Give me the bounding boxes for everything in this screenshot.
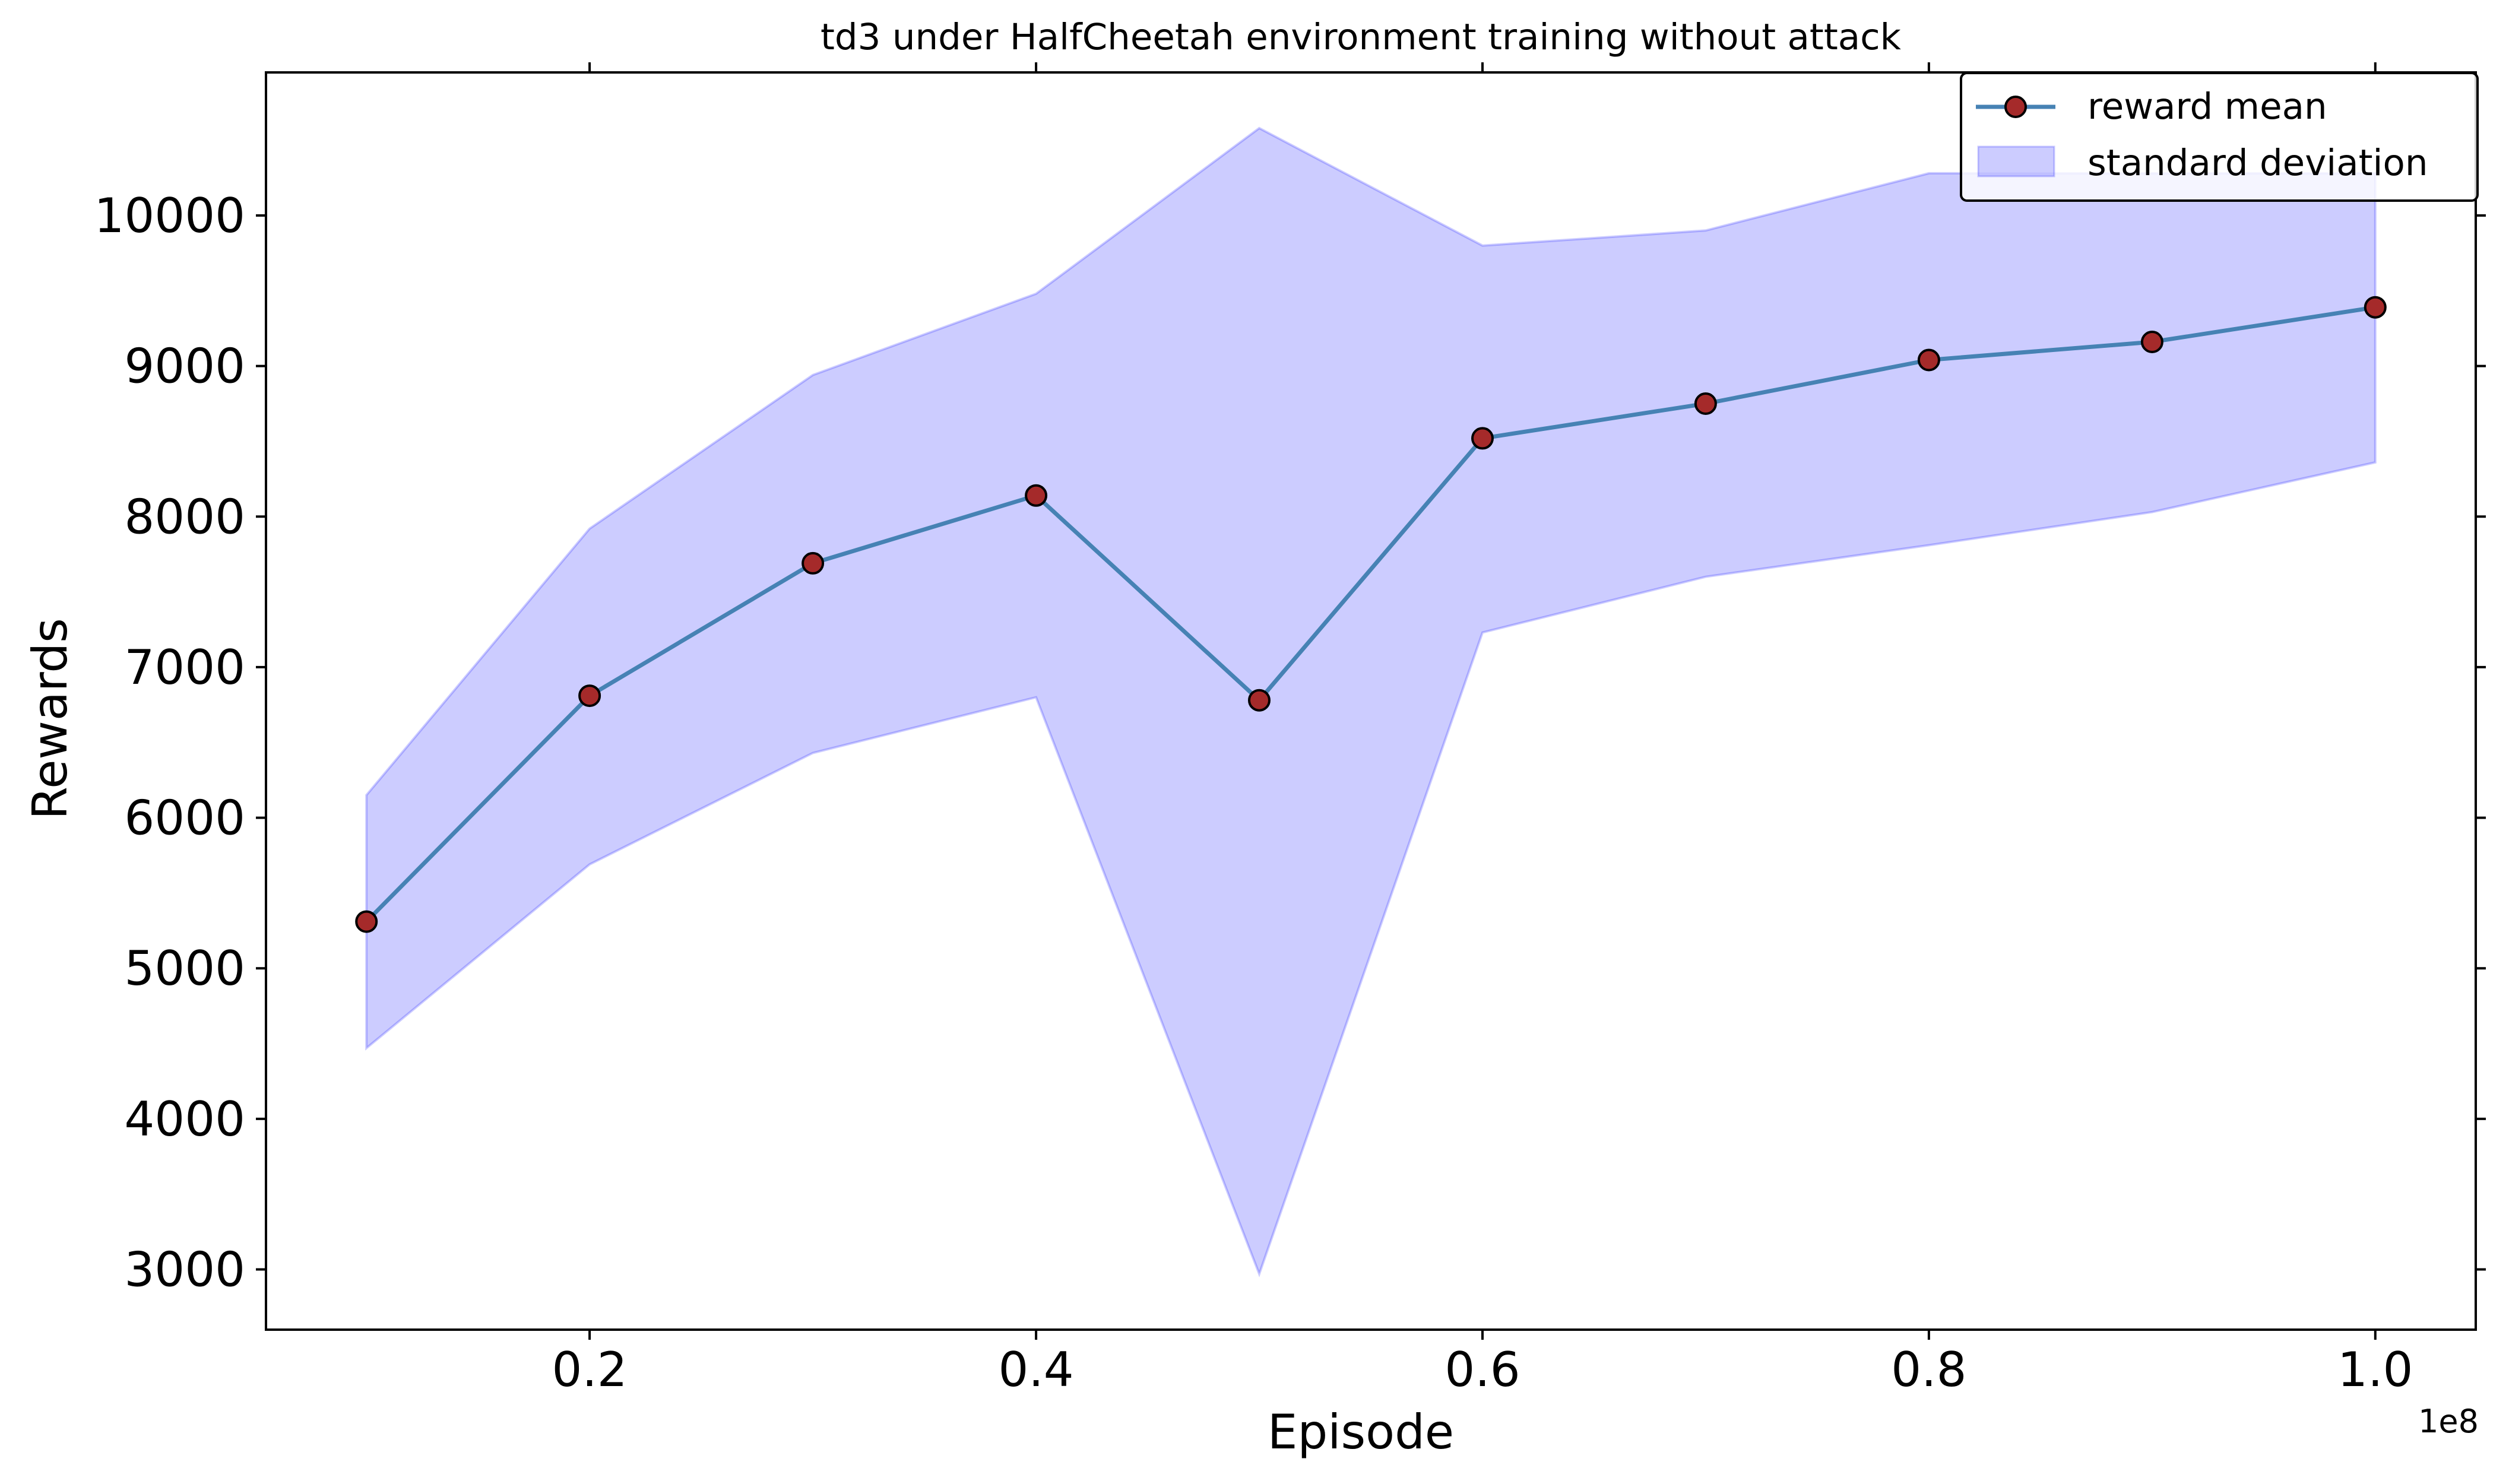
reward-mean-point [802, 551, 825, 575]
x-axis-label: Episode [1268, 1404, 1454, 1460]
reward-mean-line [365, 305, 2376, 924]
reward-mean-point [1471, 427, 1494, 450]
reward-mean-point [1917, 348, 1940, 372]
y-tick-label: 10000 [94, 188, 246, 243]
x-axis-offset-label: 1e8 [2418, 1403, 2479, 1440]
plot-area [355, 126, 2387, 1277]
x-tick-label: 0.4 [998, 1342, 1073, 1397]
y-tick-label: 8000 [124, 489, 245, 544]
reward-mean-point [1248, 689, 1271, 712]
legend-frame [1960, 72, 2479, 202]
axes-frame [265, 71, 2477, 1331]
x-tick-label: 1.0 [2337, 1342, 2413, 1397]
chart-title: td3 under HalfCheetah environment traini… [821, 16, 1902, 58]
x-tick-label: 0.2 [552, 1342, 627, 1397]
x-tick-label: 0.6 [1444, 1342, 1520, 1397]
x-tick-label: 0.8 [1891, 1342, 1966, 1397]
legend-marker-swatch [2004, 96, 2027, 118]
y-tick-label: 6000 [124, 791, 245, 846]
y-tick-label: 3000 [124, 1242, 245, 1298]
y-tick-label: 4000 [124, 1092, 245, 1147]
reward-mean-point [1025, 484, 1048, 507]
reward-mean-point [578, 684, 601, 708]
reward-mean-point [2140, 331, 2163, 353]
standard-deviation-band [365, 126, 2377, 1277]
reward-mean-point [355, 910, 378, 933]
reward-mean-point [1694, 392, 1717, 415]
legend-band-swatch [1977, 145, 2055, 177]
legend-label-standard-deviation: standard deviation [2087, 142, 2428, 184]
y-tick-label: 7000 [124, 640, 245, 695]
y-tick-label: 9000 [124, 339, 245, 394]
y-axis-label: Rewards [23, 618, 78, 820]
legend-label-reward-mean: reward mean [2087, 85, 2327, 128]
axes: 0.2 0.4 0.6 0.8 1.0 3000 4000 5000 6000 7000 8000 9… [94, 62, 2486, 1397]
reward-mean-point [2364, 296, 2387, 319]
legend: reward mean standard deviation [1960, 72, 2479, 202]
y-tick-label: 5000 [124, 941, 245, 996]
